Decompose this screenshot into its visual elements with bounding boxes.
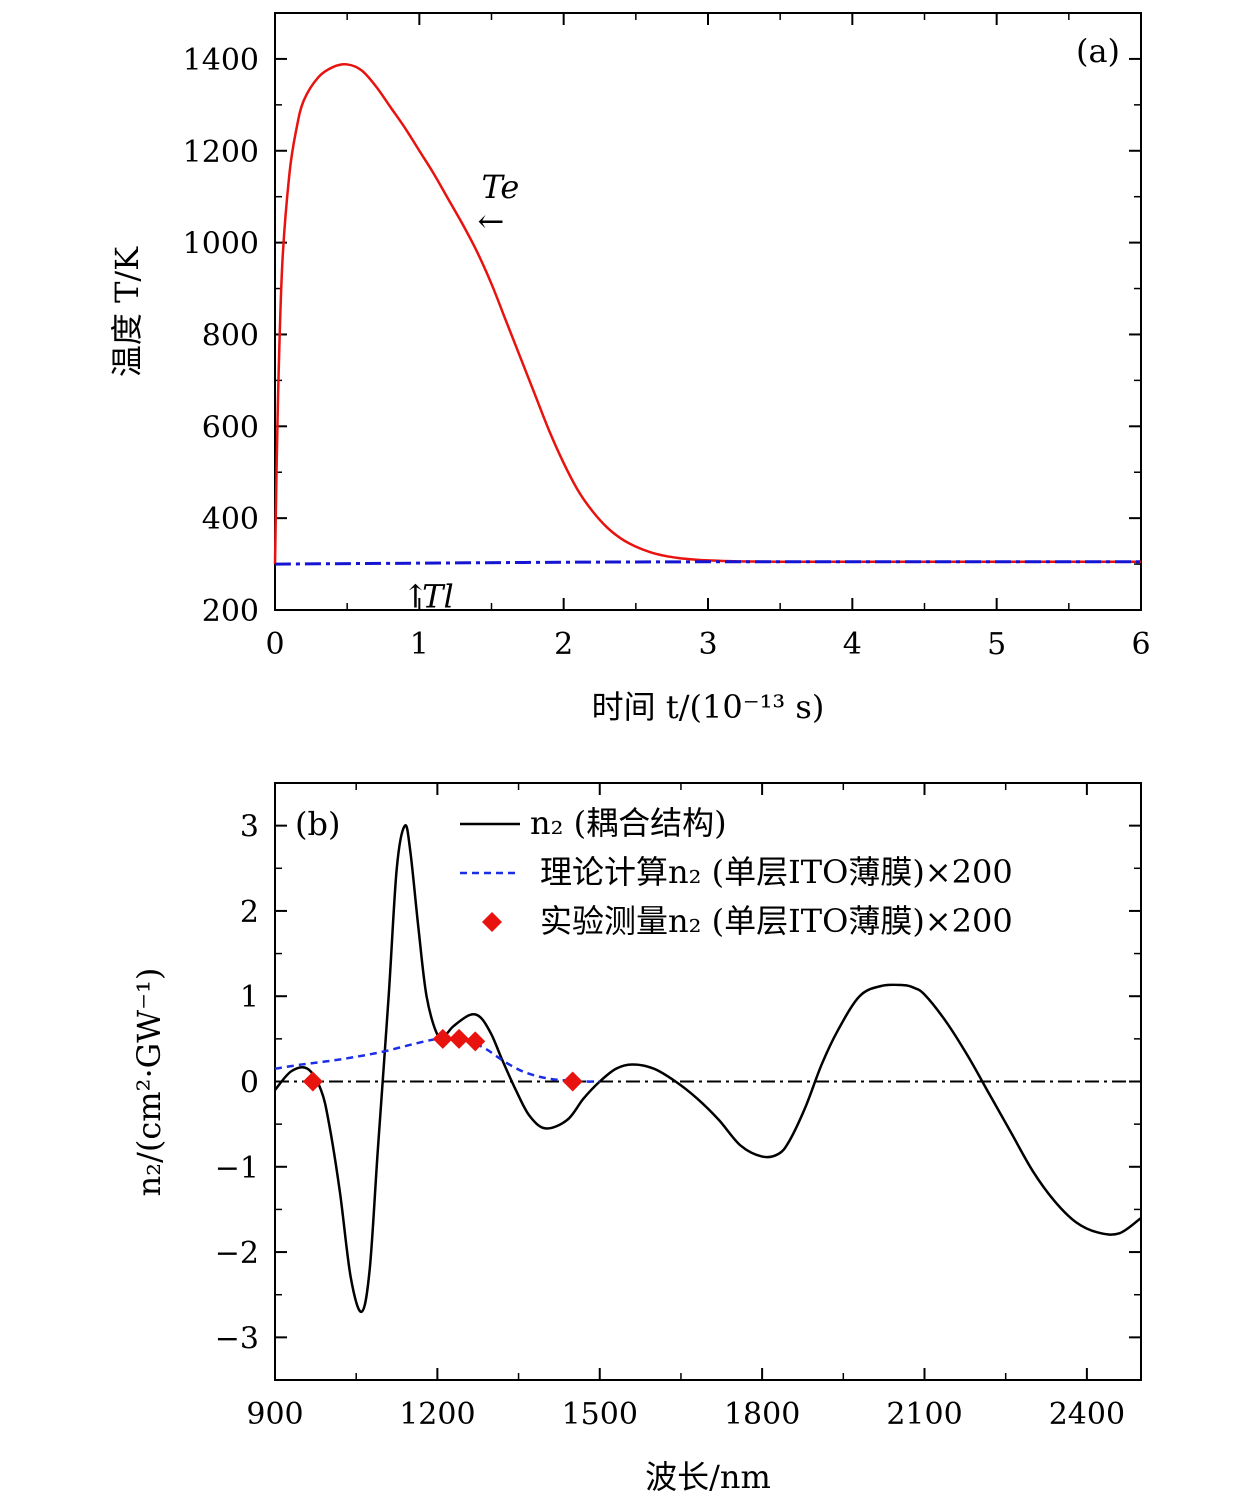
panel-b-ytick-label: 3 [240, 810, 259, 845]
annotation-te-arrow: ← [478, 202, 505, 240]
panel-a-xtick-label: 0 [265, 627, 284, 662]
panel-b-ytick-label: 0 [240, 1066, 259, 1101]
panel-a-label: (a) [1076, 32, 1120, 70]
panel-b-label: (b) [295, 805, 340, 843]
panel-a-xtick-label: 3 [698, 627, 717, 662]
panel-b-series-1-line [275, 1038, 600, 1081]
legend-swatch-diamond [482, 912, 502, 932]
panel-b-ytick-label: −3 [215, 1321, 259, 1356]
panel-b-xlabel: 波长/nm [645, 1458, 771, 1496]
panel-a-annotations: Te←↑Tl [402, 168, 519, 615]
panel-a-ytick-label: 1400 [183, 43, 259, 78]
panel-a-ytick-label: 800 [202, 318, 259, 353]
panel-a-ytick-label: 200 [202, 594, 259, 629]
panel-a-ytick-label: 1200 [183, 135, 259, 170]
panel-b-series-2-point [465, 1031, 485, 1051]
legend-entry-3: 实验测量n₂ (单层ITO薄膜)×200 [540, 902, 1013, 940]
panel-a-ytick-label: 400 [202, 502, 259, 537]
panel-b-xtick-label: 1200 [399, 1397, 475, 1432]
panel-b-ytick-label: 1 [240, 980, 259, 1015]
panel-a-frame [275, 13, 1141, 610]
panel-a-xlabel: 时间 t/(10⁻¹³ s) [592, 688, 825, 726]
panel-a-xtick-label: 5 [987, 627, 1006, 662]
panel-a-series [275, 64, 1141, 564]
legend-entry-1: n₂ (耦合结构) [530, 804, 727, 842]
panel-a-xtick-label: 6 [1131, 627, 1150, 662]
panel-b-ytick-label: −1 [215, 1151, 259, 1186]
panel-a-ylabel: 温度 T/K [108, 246, 146, 377]
panel-b-ylabel: n₂/(cm²·GW⁻¹) [130, 968, 168, 1197]
panel-b-series-2-point [449, 1029, 469, 1049]
annotation-te-label: Te [482, 168, 520, 206]
panel-a-ytick-label: 1000 [183, 227, 259, 262]
panel-b-series [275, 825, 1141, 1312]
panel-b-xtick-label: 2400 [1049, 1397, 1125, 1432]
panel-b-ytick-label: 2 [240, 895, 259, 930]
figure-canvas: 0 1 2 3 4 5 6 200 400 600 800 1000 1200 1400 (a) 时间 t… [0, 0, 1260, 1512]
panel-a: 0 1 2 3 4 5 6 200 400 600 800 1000 1200 1400 (a) 时间 t… [108, 13, 1151, 726]
panel-b-xtick-label: 900 [246, 1397, 303, 1432]
panel-a-xtick-label: 4 [843, 627, 862, 662]
panel-b-xtick-label: 1500 [562, 1397, 638, 1432]
panel-b: 900 1200 1500 1800 2100 2400 −3 −2 −1 0 1 2 3 (b) 波长… [130, 783, 1141, 1496]
panel-b-series-0-line [275, 825, 1141, 1312]
panel-b-legend: n₂ (耦合结构) 理论计算n₂ (单层ITO薄膜)×200 实验测量n₂ (单… [460, 804, 1013, 940]
annotation-tl-label: Tl [422, 578, 454, 616]
panel-b-xtick-label: 1800 [724, 1397, 800, 1432]
panel-b-ytick-label: −2 [215, 1236, 259, 1271]
panel-a-xtick-label: 2 [554, 627, 573, 662]
panel-a-ytick-label: 600 [202, 410, 259, 445]
panel-b-xtick-label: 2100 [886, 1397, 962, 1432]
panel-b-series-2-point [563, 1072, 583, 1092]
panel-a-series-0-line [275, 64, 1141, 564]
panel-a-xtick-label: 1 [410, 627, 429, 662]
legend-entry-2: 理论计算n₂ (单层ITO薄膜)×200 [540, 853, 1013, 891]
